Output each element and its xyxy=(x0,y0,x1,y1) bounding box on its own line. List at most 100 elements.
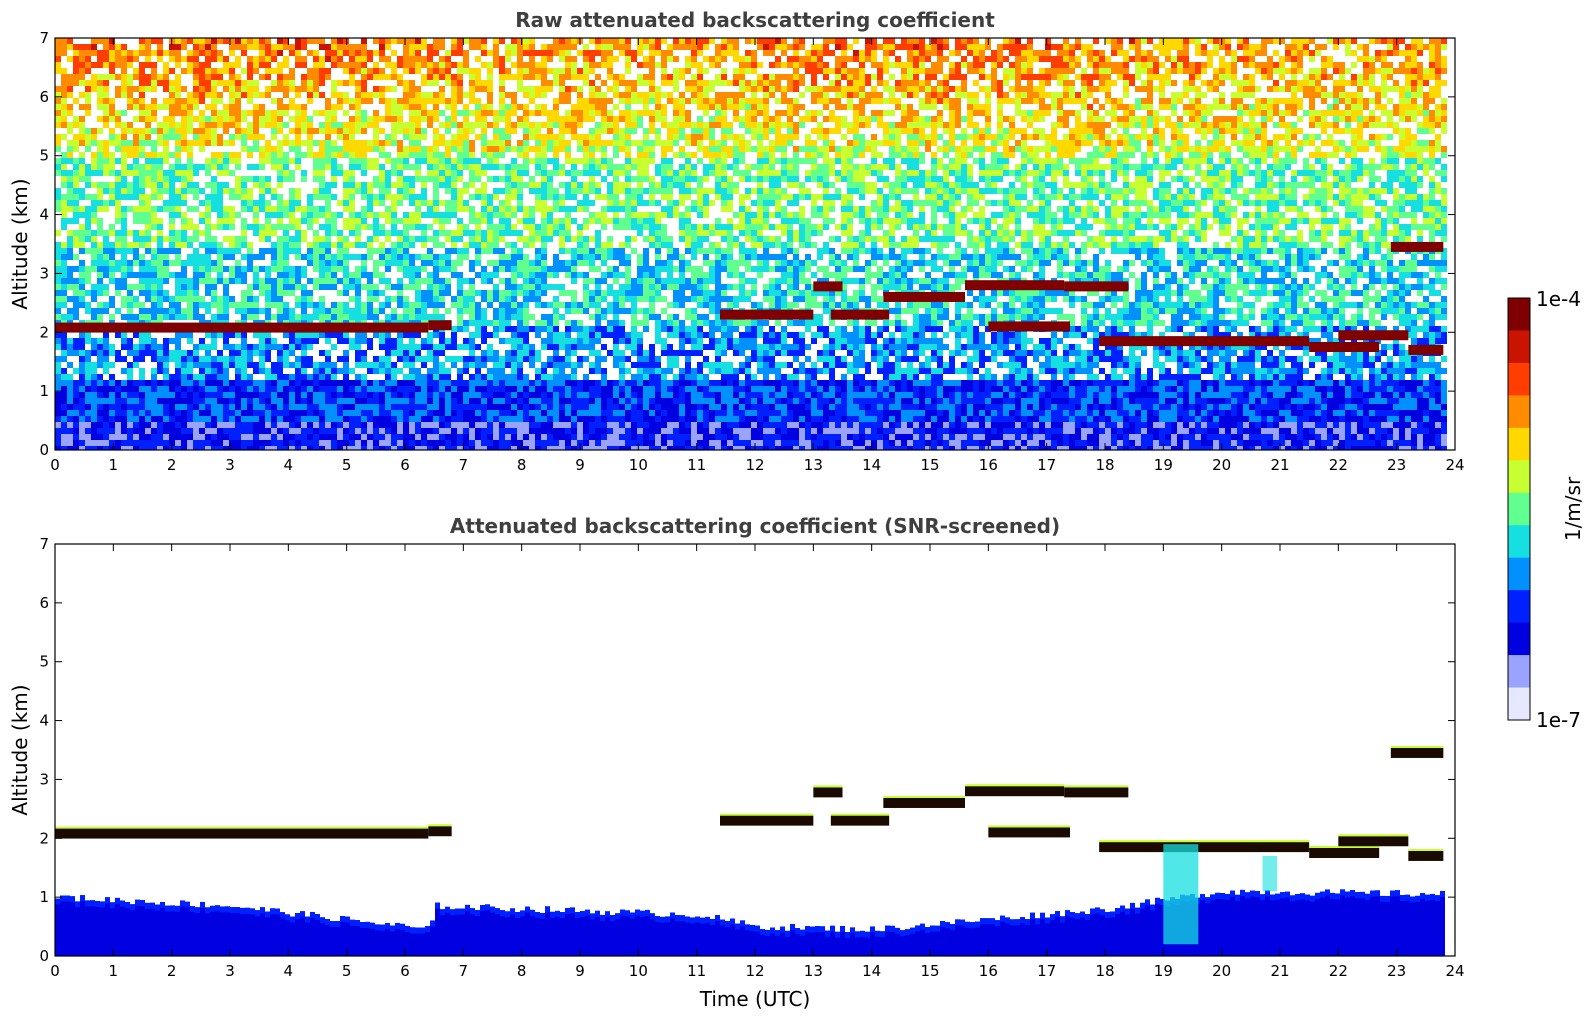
raw-heat-cell xyxy=(409,242,415,248)
raw-heat-cell xyxy=(349,80,355,86)
raw-heat-cell xyxy=(235,92,241,98)
raw-heat-cell xyxy=(415,296,421,302)
raw-heat-cell xyxy=(439,176,445,182)
raw-heat-cell xyxy=(145,236,151,242)
raw-heat-cell xyxy=(337,164,343,170)
raw-heat-cell xyxy=(283,164,289,170)
raw-heat-cell xyxy=(325,128,331,134)
raw-heat-cell xyxy=(139,338,145,344)
raw-heat-cell xyxy=(595,356,601,362)
raw-heat-cell xyxy=(523,446,529,450)
raw-heat-cell xyxy=(253,434,259,440)
raw-heat-cell xyxy=(151,338,157,344)
raw-heat-cell xyxy=(85,212,91,218)
raw-heat-cell xyxy=(433,182,439,188)
raw-heat-cell xyxy=(121,206,127,212)
raw-heat-cell xyxy=(235,410,241,416)
raw-heat-cell xyxy=(199,362,205,368)
raw-heat-cell xyxy=(367,158,373,164)
raw-heat-cell xyxy=(145,44,151,50)
raw-heat-cell xyxy=(133,104,139,110)
raw-heat-cell xyxy=(487,380,493,386)
raw-heat-cell xyxy=(421,188,427,194)
raw-heat-cell xyxy=(487,320,493,326)
raw-heat-cell xyxy=(103,158,109,164)
raw-heat-cell xyxy=(211,338,217,344)
raw-heat-cell xyxy=(55,296,61,302)
raw-heat-cell xyxy=(493,140,499,146)
raw-heat-cell xyxy=(313,140,319,146)
raw-heat-cell xyxy=(319,416,325,422)
raw-heat-cell xyxy=(505,338,511,344)
raw-heat-cell xyxy=(583,200,589,206)
raw-heat-cell xyxy=(61,266,67,272)
raw-heat-cell xyxy=(577,356,583,362)
raw-heat-cell xyxy=(355,98,361,104)
raw-heat-cell xyxy=(439,362,445,368)
raw-heat-cell xyxy=(505,302,511,308)
raw-heat-cell xyxy=(415,278,421,284)
raw-heat-cell xyxy=(151,254,157,260)
raw-heat-cell xyxy=(469,218,475,224)
raw-heat-cell xyxy=(91,212,97,218)
raw-heat-cell xyxy=(97,392,103,398)
raw-heat-cell xyxy=(601,98,607,104)
raw-heat-cell xyxy=(163,170,169,176)
raw-heat-cell xyxy=(583,410,589,416)
raw-heat-cell xyxy=(433,230,439,236)
raw-heat-cell xyxy=(61,350,67,356)
raw-heat-cell xyxy=(295,104,301,110)
raw-heat-cell xyxy=(151,422,157,428)
raw-heat-cell xyxy=(361,332,367,338)
raw-heat-cell xyxy=(439,224,445,230)
raw-heat-cell xyxy=(517,416,523,422)
raw-heat-cell xyxy=(85,248,91,254)
raw-heat-cell xyxy=(205,194,211,200)
raw-heat-cell xyxy=(553,44,559,50)
raw-heat-cell xyxy=(433,314,439,320)
raw-heat-cell xyxy=(583,260,589,266)
raw-heat-cell xyxy=(193,194,199,200)
raw-heat-cell xyxy=(79,176,85,182)
raw-heat-cell xyxy=(175,128,181,134)
raw-heat-cell xyxy=(487,176,493,182)
raw-heat-cell xyxy=(535,380,541,386)
raw-heat-cell xyxy=(349,338,355,344)
raw-heat-cell xyxy=(349,428,355,434)
raw-heat-cell xyxy=(481,410,487,416)
raw-heat-cell xyxy=(277,212,283,218)
raw-heat-cell xyxy=(277,152,283,158)
raw-heat-cell xyxy=(505,254,511,260)
raw-heat-cell xyxy=(271,314,277,320)
raw-heat-cell xyxy=(457,200,463,206)
raw-heat-cell xyxy=(241,176,247,182)
raw-heat-cell xyxy=(193,434,199,440)
raw-heat-cell xyxy=(373,362,379,368)
raw-heat-cell xyxy=(355,344,361,350)
raw-heat-cell xyxy=(193,392,199,398)
raw-heat-cell xyxy=(55,404,61,410)
raw-heat-cell xyxy=(469,38,475,44)
raw-heat-cell xyxy=(205,218,211,224)
raw-heat-cell xyxy=(163,104,169,110)
raw-heat-cell xyxy=(205,230,211,236)
raw-heat-cell xyxy=(241,386,247,392)
raw-heat-cell xyxy=(427,146,433,152)
raw-heat-cell xyxy=(589,200,595,206)
raw-heat-cell xyxy=(277,140,283,146)
raw-heat-cell xyxy=(115,176,121,182)
raw-heat-cell xyxy=(193,278,199,284)
raw-heat-cell xyxy=(559,434,565,440)
raw-heat-cell xyxy=(247,398,253,404)
raw-heat-cell xyxy=(421,266,427,272)
raw-heat-cell xyxy=(517,164,523,170)
raw-heat-cell xyxy=(577,344,583,350)
raw-heat-cell xyxy=(439,122,445,128)
raw-heat-cell xyxy=(331,92,337,98)
raw-heat-cell xyxy=(403,50,409,56)
raw-heat-cell xyxy=(463,398,469,404)
raw-heat-cell xyxy=(217,140,223,146)
raw-heat-cell xyxy=(235,158,241,164)
raw-heat-cell xyxy=(535,152,541,158)
raw-heat-cell xyxy=(289,236,295,242)
